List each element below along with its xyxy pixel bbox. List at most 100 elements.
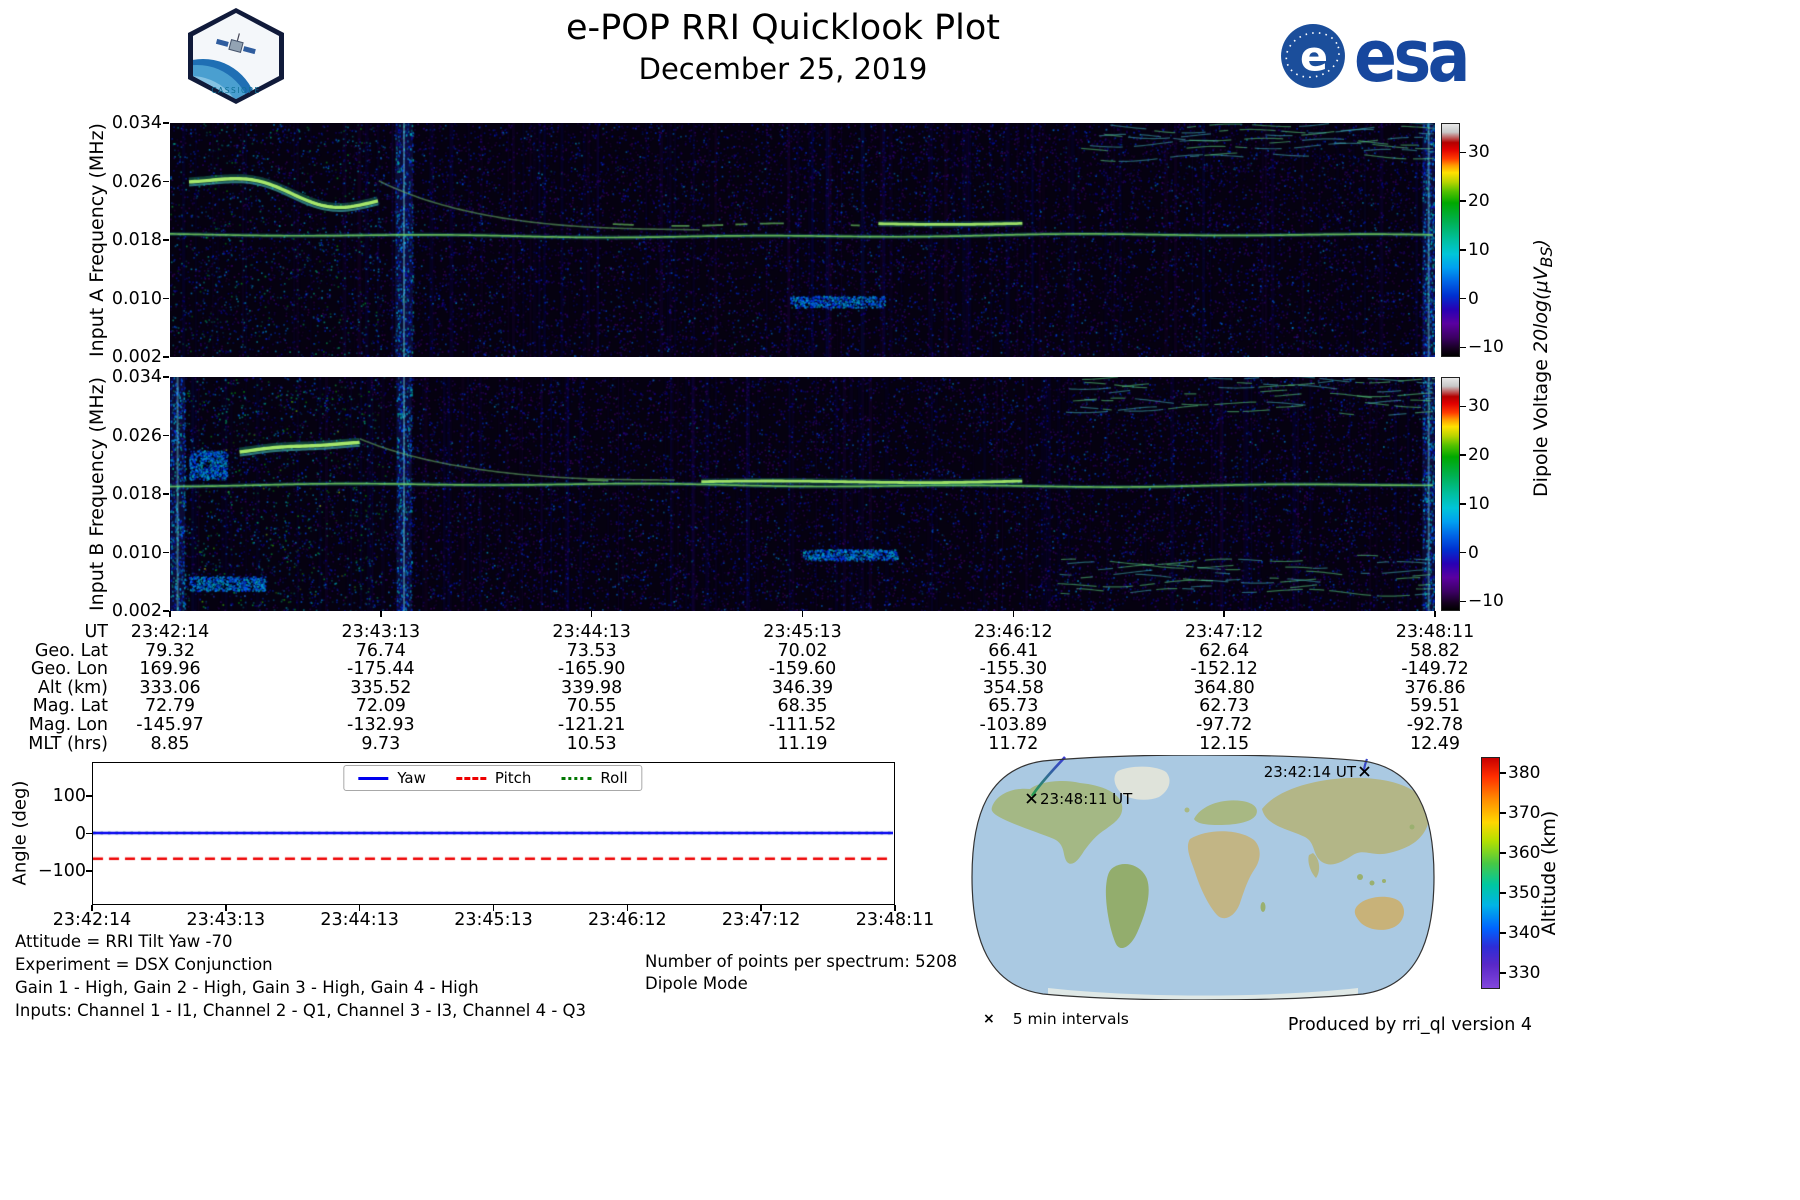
freq-tick-mark [163,376,169,378]
dipole-colorbar-b-tick-mark [1460,503,1466,505]
dipole-colorbar-b-tick-label: 10 [1468,493,1490,514]
time-tick-mark [1012,611,1015,617]
freq-tick-label: 0.010 [111,288,162,309]
ephemeris-value: 23:48:11 [1395,622,1475,642]
continent-greenland [1114,766,1170,800]
altitude-tick-mark [1500,972,1506,974]
figure-titles: e-POP RRI Quicklook Plot December 25, 20… [383,8,1183,86]
angle-xtick-mark [358,905,361,911]
dipole-colorbar-b-tick-label: −10 [1468,591,1504,612]
track-start-marker [1359,766,1370,777]
time-tick-mark [1434,611,1436,617]
islands-se-asia [1357,874,1363,880]
ephemeris-value: 65.73 [988,696,1039,717]
ephemeris-value: 376.86 [1404,677,1466,698]
freq-tick-mark [163,493,169,495]
island-britain [1184,807,1190,813]
freq-tick-mark [163,297,169,300]
time-tick-mark [380,611,382,617]
altitude-colorbar [1481,757,1500,989]
ephemeris-value: 23:47:12 [1184,622,1264,642]
esa-emblem-letter: e [1300,32,1328,80]
dipole-colorbar-a-tick-label: 0 [1468,288,1479,309]
attitude-legend: Yaw Pitch Roll [343,765,643,791]
ephemeris-value: -152.12 [1190,659,1258,680]
altitude-tick-label: 340 [1508,923,1541,943]
credit-text: Produced by rri_ql version 4 [1287,1015,1532,1035]
ephemeris-row-label: MLT (hrs) [28,733,108,754]
esa-logo: e esa [1280,20,1482,92]
dipole-colorbar-b-tick-label: 20 [1468,445,1490,465]
islands-indonesia-2 [1382,879,1386,883]
altitude-tick-label: 360 [1508,843,1541,863]
ephemeris-value: -111.52 [768,715,837,735]
freq-tick-mark [163,551,169,554]
input-a-spectrogram [170,123,1435,357]
track-end-time-label: 23:48:11 UT [1040,790,1133,808]
altitude-tick-mark [1500,852,1506,854]
ephemeris-value: 354.58 [982,677,1044,698]
cassiope-mission-patch: CASSIOPE [188,8,284,104]
dipole-colorbar-a-tick-label: 30 [1468,142,1490,163]
dipole-colorbar-a-tick-label: −10 [1468,337,1504,358]
ephemeris-value: 335.52 [350,677,412,698]
esa-wordmark: esa [1354,14,1470,98]
angle-xtick-label: 23:43:13 [186,910,266,930]
freq-tick-mark [163,239,169,241]
altitude-tick-label: 370 [1508,803,1541,823]
annotation-points-per-spectrum: Number of points per spectrum: 5208 [645,952,958,971]
freq-tick-mark [163,122,169,124]
angle-xtick-mark [225,905,227,911]
freq-tick-label: 0.002 [111,347,162,367]
dipole-colorbar-b-tick-mark [1460,454,1466,456]
altitude-tick-mark [1500,892,1506,894]
angle-ytick-mark [86,870,92,872]
ephemeris-value: 73.53 [566,640,617,661]
angle-ytick-label: 0 [74,823,86,844]
legend-swatch-roll [561,777,592,780]
freq-tick-label: 0.034 [111,367,162,387]
ephemeris-value: 23:44:13 [552,622,631,642]
dipole-colorbar-a-tick-mark [1460,200,1466,202]
ephemeris-value: 59.51 [1409,696,1461,717]
freq-tick-label: 0.002 [111,601,162,621]
ephemeris-row-label: UT [84,622,109,642]
ephemeris-value: 11.19 [777,733,828,754]
angle-xtick-label: 23:46:12 [588,910,667,930]
track-end-marker [1026,793,1037,804]
freq-tick-mark [163,434,169,437]
freq-tick-mark [163,610,169,612]
ephemeris-value: 339.98 [561,677,623,698]
dipole-colorbar-a [1441,123,1460,357]
ephemeris-value: -165.90 [557,659,626,680]
patch-satellite-icon [215,33,256,55]
legend-swatch-yaw [358,777,389,780]
ephemeris-value: 62.73 [1199,696,1250,717]
ephemeris-value: -103.89 [979,715,1048,735]
patch-mission-name: CASSIOPE [211,86,260,95]
ephemeris-value: -92.78 [1406,715,1464,735]
freq-tick-mark [163,356,169,358]
island-madagascar [1260,902,1266,912]
ephemeris-value: 8.85 [150,733,190,754]
ephemeris-value: 169.96 [139,659,201,680]
page-title: e-POP RRI Quicklook Plot [565,8,1000,48]
time-tick-mark [169,611,171,617]
freq-tick-label: 0.026 [111,425,162,446]
dipole-colorbar-b-tick-mark [1460,600,1466,602]
dipole-colorbar-a-tick-mark [1460,151,1466,153]
ephemeris-row-label: Mag. Lat [32,696,108,717]
legend-label: Pitch [494,769,532,787]
ephemeris-value: -175.44 [347,659,415,680]
ephemeris-value: 79.32 [144,640,196,661]
esa-emblem-icon: e [1281,24,1345,88]
legend-label: Roll [600,769,628,787]
ephemeris-value: 12.15 [1199,733,1250,754]
dipole-colorbar-axis-label: Dipole Voltage 20log(μVBS) [1530,239,1556,497]
map-continents [991,766,1430,1000]
altitude-tick-label: 330 [1508,963,1541,983]
ephemeris-value: 72.09 [355,696,406,717]
dipole-colorbar-a-tick-mark [1460,346,1466,348]
dipole-label-subscript: BS [1536,246,1556,268]
